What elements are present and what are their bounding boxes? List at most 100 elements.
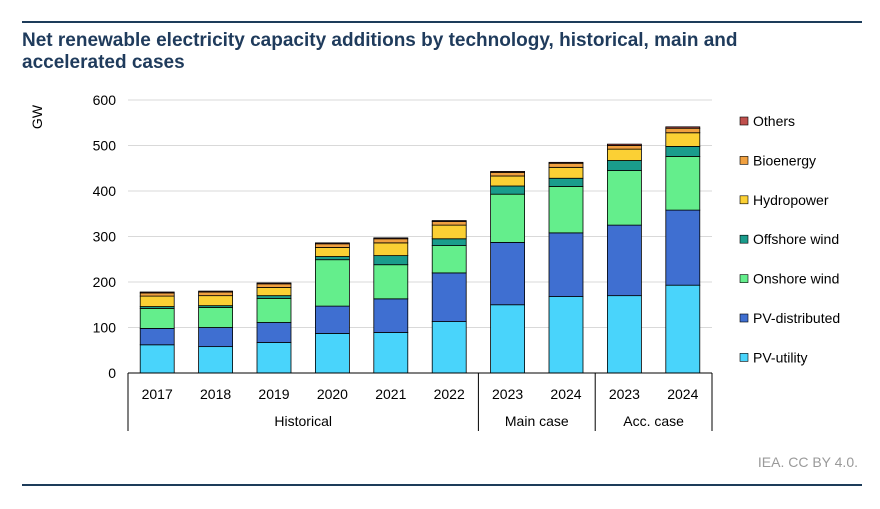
legend-swatch-pv-distributed — [739, 313, 749, 323]
bar-segment-onshore-wind — [490, 193, 526, 243]
bar-segment-others — [490, 171, 526, 173]
x-tick-label: 2017 — [142, 386, 173, 402]
x-tick-label: 2021 — [375, 386, 406, 402]
bar-segment-hydropower — [139, 295, 175, 307]
x-tick-label: 2023 — [492, 386, 523, 402]
legend-swatch-bioenergy — [739, 156, 749, 165]
x-tick-label: 2018 — [200, 386, 231, 402]
x-tick-label: 2019 — [258, 386, 289, 402]
bar-segment-others — [665, 126, 701, 129]
bar-segment-offshore-wind — [490, 185, 526, 195]
legend-label-pv-distributed: PV-distributed — [753, 310, 840, 326]
bar-segment-offshore-wind — [256, 295, 292, 299]
legend-label-hydropower: Hydropower — [753, 192, 829, 208]
legend-label-pv-utility: PV-utility — [753, 349, 807, 365]
bar-segment-hydropower — [548, 166, 584, 179]
bar-segment-pv-utility — [256, 342, 292, 374]
y-tick-label: 600 — [93, 92, 117, 108]
bar-segment-onshore-wind — [373, 264, 409, 300]
legend-swatch-pv-utility — [739, 353, 749, 362]
top-rule — [22, 21, 862, 23]
bar-segment-hydropower — [490, 175, 526, 187]
legend-swatch-offshore-wind — [739, 234, 749, 244]
bar-segment-bioenergy — [665, 127, 701, 134]
legend-label-onshore-wind: Onshore wind — [753, 271, 839, 287]
bar-segment-onshore-wind — [314, 259, 350, 307]
bar-segment-others — [548, 161, 584, 164]
group-label: Main case — [505, 413, 569, 429]
bar-segment-pv-utility — [548, 296, 584, 374]
x-tick-label: 2024 — [667, 386, 698, 402]
bar-segment-pv-distributed — [314, 305, 350, 334]
bar-segment-bioenergy — [314, 243, 350, 248]
bar-segment-bioenergy — [139, 292, 175, 297]
bar-segment-pv-utility — [431, 321, 467, 374]
bar-segment-offshore-wind — [607, 160, 642, 171]
bar-segment-bioenergy — [548, 162, 584, 168]
bar-segment-hydropower — [256, 287, 292, 297]
bar-segment-pv-utility — [607, 295, 642, 374]
bar-segment-pv-utility — [665, 284, 701, 374]
y-tick-label: 200 — [93, 274, 117, 290]
bar-segment-onshore-wind — [198, 307, 234, 328]
bar-segment-pv-distributed — [198, 327, 234, 348]
bar-segment-pv-distributed — [139, 328, 175, 346]
y-tick-label: 0 — [108, 365, 116, 381]
bar-segment-pv-utility — [314, 333, 350, 374]
bar-segment-offshore-wind — [373, 255, 409, 266]
bar-segment-pv-distributed — [373, 298, 409, 333]
bottom-rule — [22, 484, 862, 486]
legend-label-others: Others — [753, 113, 795, 129]
bar-segment-onshore-wind — [607, 170, 642, 226]
bar-segment-bioenergy — [490, 171, 526, 177]
bar-segment-bioenergy — [198, 291, 234, 297]
bar-segment-onshore-wind — [256, 297, 292, 323]
bar-segment-hydropower — [314, 247, 350, 257]
legend-label-offshore-wind: Offshore wind — [753, 231, 839, 247]
bar-segment-others — [198, 290, 234, 293]
bar-segment-hydropower — [431, 224, 467, 240]
legend-swatch-hydropower — [739, 195, 749, 205]
legend-label-bioenergy: Bioenergy — [753, 152, 816, 168]
bar-segment-pv-utility — [139, 344, 175, 374]
bar-segment-others — [431, 220, 467, 222]
bar-segment-hydropower — [373, 242, 409, 257]
bar-segment-hydropower — [198, 295, 234, 307]
bar-segment-offshore-wind — [431, 238, 467, 246]
legend-swatch-others — [739, 116, 749, 126]
bar-segment-pv-distributed — [548, 232, 584, 297]
y-tick-label: 300 — [93, 229, 117, 245]
bar-segment-pv-utility — [373, 332, 409, 374]
legend-swatch-onshore-wind — [739, 274, 749, 283]
bar-segment-pv-distributed — [607, 224, 642, 297]
bar-segment-onshore-wind — [431, 245, 467, 274]
bar-segment-others — [139, 291, 175, 294]
y-tick-label: 100 — [93, 320, 117, 336]
y-tick-label: 500 — [93, 138, 117, 154]
y-tick-label: 400 — [93, 183, 117, 199]
y-axis-label: GW — [29, 104, 45, 129]
bar-segment-onshore-wind — [665, 156, 701, 211]
bar-segment-offshore-wind — [548, 177, 584, 187]
bar-segment-offshore-wind — [665, 146, 701, 157]
x-tick-label: 2023 — [609, 386, 640, 402]
bar-segment-offshore-wind — [314, 256, 350, 261]
bar-segment-pv-distributed — [665, 209, 701, 286]
bar-segment-onshore-wind — [139, 307, 175, 329]
bar-segment-bioenergy — [607, 145, 642, 150]
x-tick-label: 2020 — [317, 386, 348, 402]
source-credit: IEA. CC BY 4.0. — [757, 454, 858, 470]
bar-segment-others — [256, 282, 292, 285]
chart-title: Net renewable electricity capacity addit… — [22, 30, 738, 73]
bar-segment-pv-utility — [198, 346, 234, 374]
x-tick-label: 2022 — [434, 386, 465, 402]
bar-segment-hydropower — [665, 132, 701, 147]
bar-segment-bioenergy — [431, 221, 467, 226]
group-label: Acc. case — [623, 413, 684, 429]
bar-segment-others — [314, 242, 350, 245]
bar-segment-onshore-wind — [548, 186, 584, 234]
bar-segment-bioenergy — [256, 283, 292, 288]
bar-segment-bioenergy — [373, 238, 409, 244]
bar-segment-others — [373, 237, 409, 240]
